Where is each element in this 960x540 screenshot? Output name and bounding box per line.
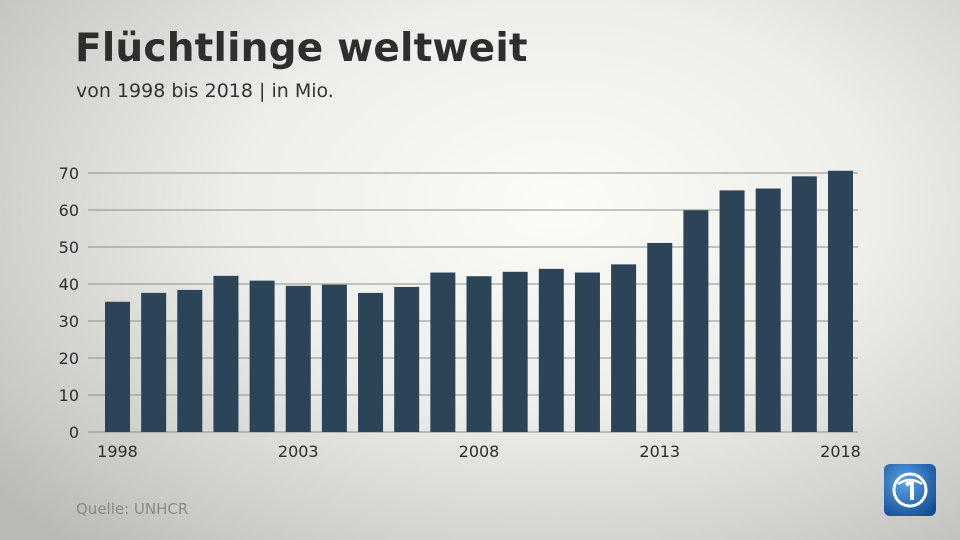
bar bbox=[213, 275, 239, 432]
x-tick-label: 1998 bbox=[97, 442, 138, 461]
bar bbox=[574, 272, 600, 432]
bar bbox=[683, 210, 709, 432]
bar bbox=[791, 176, 817, 432]
source-note: Quelle: UNHCR bbox=[76, 500, 189, 518]
bars bbox=[105, 170, 853, 432]
bar bbox=[249, 280, 275, 432]
bar bbox=[502, 271, 528, 432]
bar bbox=[828, 170, 853, 432]
x-tick-label: 2008 bbox=[459, 442, 500, 461]
bar bbox=[141, 292, 167, 432]
x-tick-label: 2013 bbox=[639, 442, 680, 461]
bar bbox=[105, 301, 130, 432]
y-tick-label: 40 bbox=[59, 275, 79, 294]
x-tick-label: 2018 bbox=[820, 442, 861, 461]
y-tick-label: 20 bbox=[59, 349, 79, 368]
x-tick-label: 2003 bbox=[278, 442, 319, 461]
bar bbox=[285, 285, 311, 432]
y-tick-label: 10 bbox=[59, 386, 79, 405]
bar bbox=[358, 292, 384, 432]
bar bbox=[647, 242, 673, 432]
y-axis-ticks: 0 10 20 30 40 50 60 70 bbox=[59, 164, 79, 442]
y-tick-label: 0 bbox=[69, 423, 79, 442]
bar bbox=[394, 286, 420, 432]
bar bbox=[177, 289, 203, 432]
bar bbox=[466, 276, 492, 432]
chart-subtitle: von 1998 bis 2018 | in Mio. bbox=[76, 80, 334, 102]
x-axis-ticks: 1998 2003 2008 2013 2018 bbox=[97, 442, 861, 461]
y-tick-label: 30 bbox=[59, 312, 79, 331]
bar bbox=[321, 284, 347, 432]
y-tick-label: 70 bbox=[59, 164, 79, 183]
bar-chart: 0 10 20 30 40 50 60 70 1998 2003 2008 2013 2018 bbox=[59, 164, 861, 461]
chart-title: Flüchtlinge weltweit bbox=[75, 26, 528, 71]
bar bbox=[755, 188, 781, 432]
bar bbox=[538, 268, 564, 432]
y-tick-label: 50 bbox=[59, 238, 79, 257]
bar bbox=[611, 264, 637, 432]
bar bbox=[719, 190, 745, 432]
y-tick-label: 60 bbox=[59, 201, 79, 220]
ard-one-logo-icon bbox=[884, 464, 936, 516]
bar bbox=[430, 272, 456, 432]
